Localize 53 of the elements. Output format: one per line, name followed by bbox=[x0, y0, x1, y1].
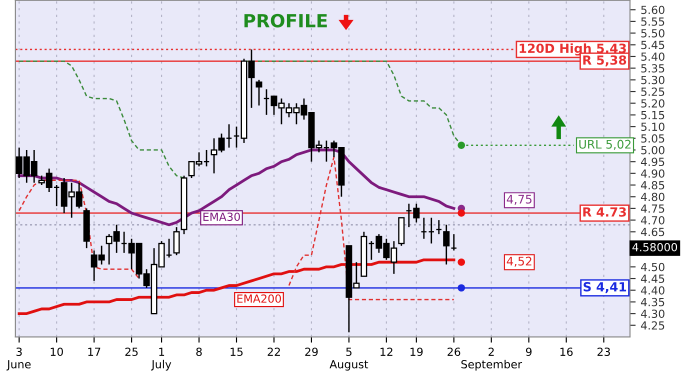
x-tick-label: 17 bbox=[88, 348, 100, 356]
x-tick-label: 5 August bbox=[330, 348, 368, 371]
y-tick-label: 5.25 bbox=[641, 88, 664, 96]
x-tick-label: 2 September bbox=[461, 348, 522, 371]
x-tick-label: 22 bbox=[268, 348, 280, 356]
text: PROFILE bbox=[244, 14, 327, 28]
x-tick-label: 12 bbox=[380, 348, 392, 356]
annotation: 4,52 bbox=[506, 256, 532, 267]
x-tick-label: 9 bbox=[526, 348, 532, 356]
y-tick-label: 4.40 bbox=[640, 286, 664, 295]
x-tick-label: 26 bbox=[448, 348, 460, 356]
text: 4.58000 bbox=[632, 242, 678, 252]
series-label: URL 5,02 bbox=[579, 140, 631, 150]
x-tick-label: 3 June bbox=[6, 348, 31, 370]
y-tick-label: 5.40 bbox=[641, 52, 664, 61]
y-tick-label: 4.95 bbox=[640, 158, 664, 166]
x-tick-label: 15 bbox=[230, 348, 243, 356]
ref-line-label: S 4,41 bbox=[584, 282, 626, 294]
y-tick-label: 5.05 bbox=[641, 134, 664, 143]
y-tick-label: 5.15 bbox=[641, 111, 664, 120]
y-tick-label: 4.50 bbox=[640, 262, 664, 272]
y-tick-label: 4.35 bbox=[640, 298, 664, 306]
x-tick-label: 8 bbox=[196, 348, 202, 356]
x-tick-label: 23 bbox=[598, 348, 610, 356]
y-tick-label: 5.00 bbox=[641, 146, 664, 154]
x-tick-label: 25 bbox=[125, 348, 138, 356]
y-tick-label: 5.60 bbox=[641, 6, 664, 14]
x-tick-label: 16 bbox=[560, 348, 573, 356]
ref-line-label: R 4.73 bbox=[583, 207, 626, 217]
y-tick-label: 5.20 bbox=[641, 99, 664, 108]
y-tick-label: 4.65 bbox=[640, 228, 664, 236]
y-tick-label: 4.85 bbox=[640, 181, 664, 190]
y-tick-label: 5.50 bbox=[641, 29, 664, 38]
y-tick-label: 5.45 bbox=[641, 40, 664, 50]
y-tick-label: 4.90 bbox=[640, 169, 664, 178]
y-tick-label: 5.30 bbox=[641, 76, 664, 84]
y-tick-label: 4.75 bbox=[640, 204, 664, 213]
y-tick-label: 4.70 bbox=[640, 216, 664, 224]
x-tick-label: 29 bbox=[305, 348, 318, 356]
x-tick-label: 10 bbox=[50, 348, 63, 356]
ref-line-label: R 5,38 bbox=[583, 55, 626, 66]
series-label: EMA30 bbox=[203, 212, 240, 221]
annotation: 4,75 bbox=[506, 194, 532, 205]
y-tick-label: 5.10 bbox=[641, 122, 664, 131]
y-tick-label: 4.25 bbox=[640, 321, 664, 330]
x-tick-label: 19 bbox=[410, 348, 423, 356]
x-tick-label: 1 July bbox=[150, 348, 172, 371]
y-tick-label: 4.80 bbox=[640, 192, 664, 202]
y-tick-label: 4.45 bbox=[640, 274, 664, 283]
y-tick-label: 4.30 bbox=[640, 310, 664, 318]
series-label: EMA200 bbox=[237, 294, 281, 303]
y-tick-label: 5.55 bbox=[641, 18, 664, 26]
y-tick-label: 5.35 bbox=[641, 64, 664, 73]
